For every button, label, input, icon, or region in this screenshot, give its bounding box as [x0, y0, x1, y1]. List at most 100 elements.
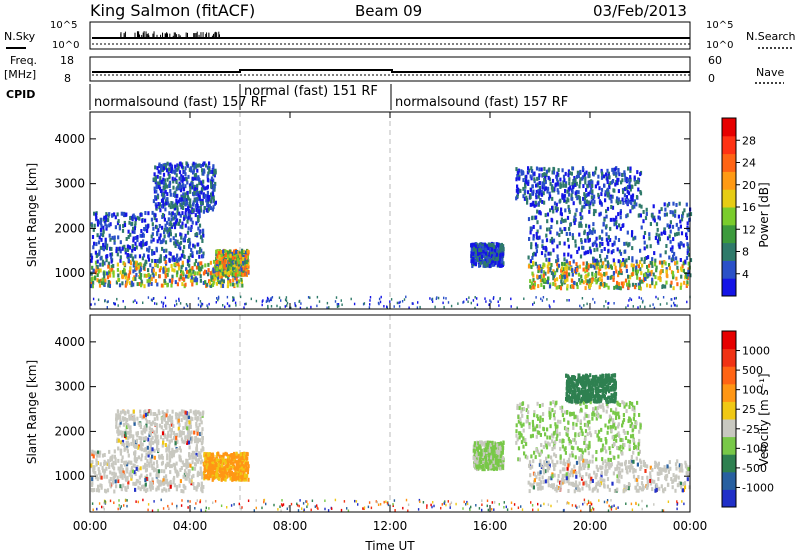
- data-cell: [185, 419, 188, 424]
- data-cell: [184, 274, 188, 279]
- data-cell: [181, 460, 184, 465]
- data-cell: [523, 297, 525, 301]
- data-cell: [624, 249, 627, 254]
- data-cell: [497, 261, 500, 266]
- data-cell: [168, 448, 171, 453]
- data-cell: [135, 445, 138, 450]
- data-cell: [242, 261, 245, 266]
- data-cell: [119, 466, 122, 471]
- data-cell: [532, 303, 534, 306]
- data-cell: [644, 305, 646, 309]
- data-cell: [211, 283, 215, 287]
- data-cell: [211, 192, 215, 197]
- data-cell: [478, 263, 481, 268]
- data-cell: [161, 420, 164, 424]
- data-cell: [480, 248, 483, 253]
- data-cell: [211, 470, 214, 475]
- data-cell: [133, 470, 136, 475]
- data-cell: [648, 232, 651, 237]
- data-cell: [128, 259, 132, 264]
- data-cell: [162, 438, 165, 442]
- data-cell: [146, 247, 149, 252]
- data-cell: [194, 213, 197, 218]
- data-cell: [161, 213, 165, 217]
- data-cell: [642, 219, 645, 224]
- data-cell: [138, 216, 141, 221]
- colorbar-swatch: [722, 278, 736, 297]
- data-cell: [541, 181, 544, 186]
- data-cell: [157, 169, 160, 174]
- data-cell: [687, 261, 690, 266]
- data-cell: [167, 267, 170, 272]
- data-cell: [156, 166, 159, 171]
- data-cell: [132, 277, 135, 282]
- data-cell: [403, 298, 406, 301]
- data-cell: [215, 249, 218, 254]
- data-cell: [178, 483, 181, 488]
- data-cell: [229, 265, 232, 270]
- data-cell: [193, 187, 197, 192]
- data-cell: [489, 252, 493, 256]
- data-cell: [642, 278, 645, 283]
- data-cell: [132, 238, 135, 243]
- data-cell: [113, 474, 116, 479]
- data-cell: [528, 168, 531, 173]
- data-cell: [170, 438, 173, 443]
- data-cell: [185, 411, 188, 416]
- data-cell: [143, 410, 146, 415]
- data-cell: [631, 272, 634, 277]
- data-cell: [155, 206, 158, 211]
- data-cell: [175, 180, 178, 184]
- data-cell: [524, 189, 527, 194]
- data-cell: [242, 471, 245, 476]
- data-cell: [147, 296, 150, 299]
- data-cell: [640, 297, 643, 300]
- data-cell: [200, 201, 203, 206]
- data-cell: [534, 200, 537, 205]
- data-cell: [627, 274, 630, 279]
- data-cell: [129, 470, 132, 475]
- data-cell: [645, 207, 648, 212]
- data-cell: [630, 196, 633, 201]
- data-cell: [170, 224, 173, 229]
- data-cell: [127, 274, 130, 279]
- data-cell: [126, 477, 129, 482]
- data-cell: [594, 240, 597, 245]
- data-cell: [190, 275, 193, 280]
- data-cell: [569, 266, 572, 271]
- data-cell: [237, 461, 240, 466]
- data-cell: [132, 246, 135, 251]
- data-cell: [171, 211, 174, 216]
- data-cell: [116, 297, 118, 301]
- data-cell: [158, 411, 161, 416]
- data-cell: [214, 457, 217, 462]
- data-cell: [482, 259, 485, 264]
- data-cell: [178, 176, 181, 181]
- data-cell: [138, 422, 142, 427]
- data-cell: [101, 277, 104, 282]
- data-cell: [639, 305, 641, 308]
- data-cell: [200, 420, 203, 425]
- data-cell: [606, 260, 609, 265]
- data-cell: [631, 282, 635, 287]
- data-cell: [202, 485, 205, 489]
- data-cell: [189, 431, 192, 436]
- data-cell: [245, 264, 249, 268]
- data-cell: [659, 270, 662, 275]
- data-cell: [577, 172, 580, 177]
- data-cell: [123, 244, 126, 249]
- data-cell: [437, 296, 440, 300]
- data-cell: [198, 472, 201, 476]
- data-cell: [566, 265, 569, 270]
- data-cell: [565, 199, 568, 204]
- data-cell: [189, 278, 193, 283]
- data-cell: [121, 246, 124, 251]
- data-cell: [138, 254, 142, 259]
- data-cell: [181, 260, 184, 265]
- data-cell: [171, 257, 174, 262]
- data-cell: [597, 174, 600, 179]
- data-cell: [218, 454, 221, 459]
- data-cell: [207, 306, 209, 309]
- data-cell: [164, 199, 168, 204]
- data-cell: [532, 200, 535, 205]
